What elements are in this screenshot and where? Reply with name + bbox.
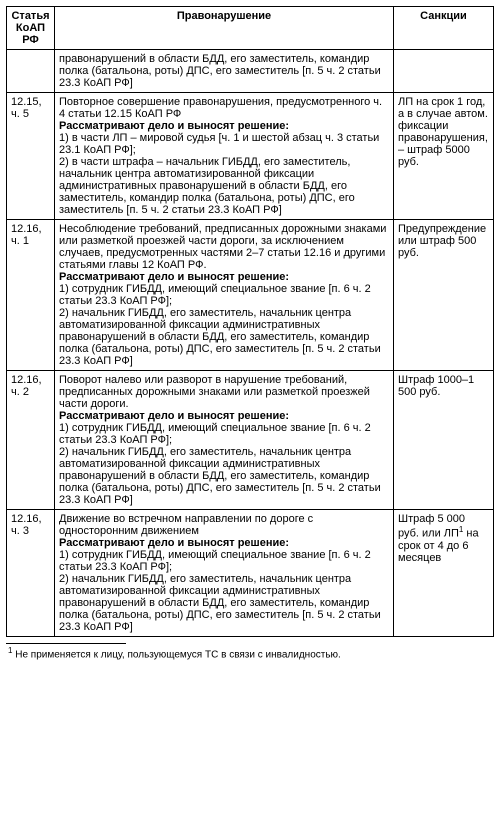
- offense-item: 2) в части штрафа – начальник ГИБДД, его…: [59, 156, 355, 216]
- offense-subhead: Рассматривают дело и выносят решение:: [59, 271, 289, 283]
- header-offense: Правонарушение: [55, 7, 394, 50]
- cell-offense: правонарушений в области БДД, его замест…: [55, 50, 394, 93]
- table-header-row: Статья КоАП РФ Правонарушение Санкции: [7, 7, 494, 50]
- footnote-text: Не применяется к лицу, пользующемуся ТС …: [12, 649, 340, 660]
- cell-sanction: [394, 50, 494, 93]
- cell-sanction: Штраф 1000–1 500 руб.: [394, 371, 494, 510]
- offense-lead: Повторное совершение правонарушения, пре…: [59, 96, 382, 120]
- cell-article: [7, 50, 55, 93]
- offense-subhead: Рассматривают дело и выносят решение:: [59, 120, 289, 132]
- cell-sanction: Предупреждение или штраф 500 руб.: [394, 220, 494, 371]
- offense-item: 1) сотрудник ГИБДД, имеющий специальное …: [59, 549, 371, 573]
- cell-offense: Несоблюдение требований, предписанных до…: [55, 220, 394, 371]
- cell-article: 12.16, ч. 1: [7, 220, 55, 371]
- cell-offense: Поворот налево или разворот в нарушение …: [55, 371, 394, 510]
- offense-lead: Движение во встречном направлении по дор…: [59, 513, 313, 537]
- cell-article: 12.15, ч. 5: [7, 93, 55, 220]
- offense-lead: Несоблюдение требований, предписанных до…: [59, 223, 386, 271]
- offense-item: 1) сотрудник ГИБДД, имеющий специальное …: [59, 422, 371, 446]
- offense-subhead: Рассматривают дело и выносят решение:: [59, 537, 289, 549]
- header-article: Статья КоАП РФ: [7, 7, 55, 50]
- sanction-pre: Штраф 5 000 руб. или ЛП: [398, 513, 465, 540]
- header-sanction: Санкции: [394, 7, 494, 50]
- offense-item: 2) начальник ГИБДД, его заместитель, нач…: [59, 446, 381, 506]
- table-row: 12.15, ч. 5 Повторное совершение правона…: [7, 93, 494, 220]
- footnote-separator: [6, 643, 126, 644]
- offense-item: 2) начальник ГИБДД, его заместитель, нач…: [59, 307, 381, 367]
- table-row: 12.16, ч. 1 Несоблюдение требований, пре…: [7, 220, 494, 371]
- cell-sanction: Штраф 5 000 руб. или ЛП1 на срок от 4 до…: [394, 510, 494, 637]
- offense-item: 1) в части ЛП – мировой судья [ч. 1 и ше…: [59, 132, 379, 156]
- cell-offense: Повторное совершение правонарушения, пре…: [55, 93, 394, 220]
- offense-text: правонарушений в области БДД, его замест…: [59, 53, 381, 89]
- cell-sanction: ЛП на срок 1 год, а в случае автом. фикс…: [394, 93, 494, 220]
- table-row: 12.16, ч. 3 Движение во встречном направ…: [7, 510, 494, 637]
- cell-article: 12.16, ч. 2: [7, 371, 55, 510]
- offense-item: 1) сотрудник ГИБДД, имеющий специальное …: [59, 283, 371, 307]
- offense-table: Статья КоАП РФ Правонарушение Санкции пр…: [6, 6, 494, 637]
- offense-item: 2) начальник ГИБДД, его заместитель, нач…: [59, 573, 381, 633]
- cell-offense: Движение во встречном направлении по дор…: [55, 510, 394, 637]
- table-row: 12.16, ч. 2 Поворот налево или разворот …: [7, 371, 494, 510]
- cell-article: 12.16, ч. 3: [7, 510, 55, 637]
- offense-lead: Поворот налево или разворот в нарушение …: [59, 374, 370, 410]
- offense-subhead: Рассматривают дело и выносят решение:: [59, 410, 289, 422]
- table-row: правонарушений в области БДД, его замест…: [7, 50, 494, 93]
- footnote: 1 Не применяется к лицу, пользующемуся Т…: [6, 646, 494, 660]
